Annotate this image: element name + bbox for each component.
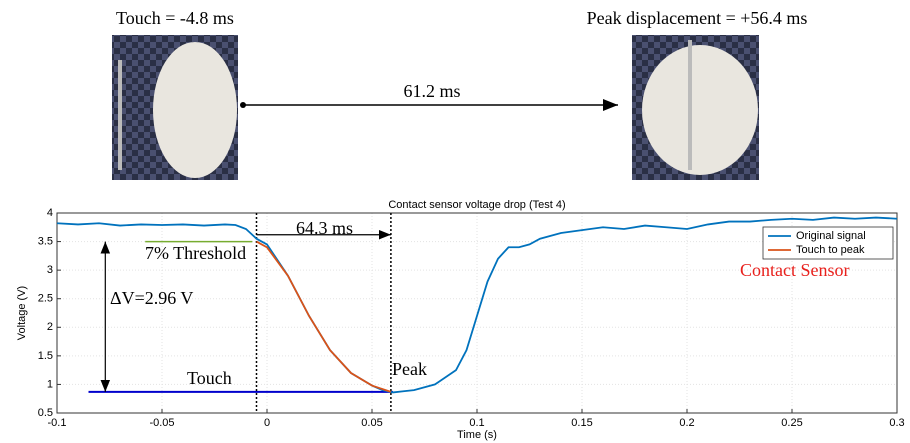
y-tick-label: 2 bbox=[47, 321, 53, 333]
annotation: Peak bbox=[392, 359, 427, 379]
y-tick-label: 4 bbox=[47, 207, 53, 219]
x-tick-label: 0.05 bbox=[361, 417, 382, 429]
y-tick-label: 1 bbox=[47, 378, 53, 390]
x-tick-label: 0 bbox=[264, 417, 270, 429]
photo-touch bbox=[112, 35, 238, 180]
photo-label: Touch = -4.8 ms bbox=[116, 8, 234, 28]
y-tick-label: 3.5 bbox=[38, 235, 53, 247]
series-line bbox=[56, 216, 898, 394]
y-tick-label: 0.5 bbox=[38, 407, 53, 419]
annotation: Touch bbox=[187, 368, 232, 388]
chart-title: Contact sensor voltage drop (Test 4) bbox=[388, 199, 565, 211]
photo-label: Peak displacement = +56.4 ms bbox=[587, 8, 808, 28]
legend-label: Touch to peak bbox=[796, 244, 865, 256]
annotation: 64.3 ms bbox=[296, 218, 353, 238]
legend-label: Original signal bbox=[796, 230, 866, 242]
y-axis-label: Voltage (V) bbox=[16, 286, 28, 340]
annotation: 7% Threshold bbox=[145, 243, 246, 263]
y-tick-label: 3 bbox=[47, 264, 53, 276]
x-tick-label: -0.05 bbox=[149, 417, 174, 429]
photo-peak bbox=[632, 35, 759, 180]
annotation: Contact Sensor bbox=[740, 260, 850, 280]
x-tick-label: 0.15 bbox=[571, 417, 592, 429]
chart: 0.5 1 1.5 2 2.5 3 3.5 4 -0.1 -0.05 0 0.05 0.1 0.15 0.2… bbox=[16, 199, 905, 441]
annotation: ΔV=2.96 V bbox=[110, 288, 193, 308]
y-tick-label: 1.5 bbox=[38, 350, 53, 362]
x-axis-label: Time (s) bbox=[457, 429, 497, 441]
x-tick-label: 0.2 bbox=[679, 417, 694, 429]
y-tick-label: 2.5 bbox=[38, 293, 53, 305]
plot-frame bbox=[56, 212, 898, 414]
x-tick-label: -0.1 bbox=[48, 417, 67, 429]
x-tick-label: 0.1 bbox=[469, 417, 484, 429]
interval-label: 61.2 ms bbox=[403, 81, 460, 101]
x-tick-label: 0.25 bbox=[781, 417, 802, 429]
legend-box bbox=[762, 226, 894, 260]
series-line bbox=[256, 240, 392, 393]
x-tick-label: 0.3 bbox=[889, 417, 904, 429]
